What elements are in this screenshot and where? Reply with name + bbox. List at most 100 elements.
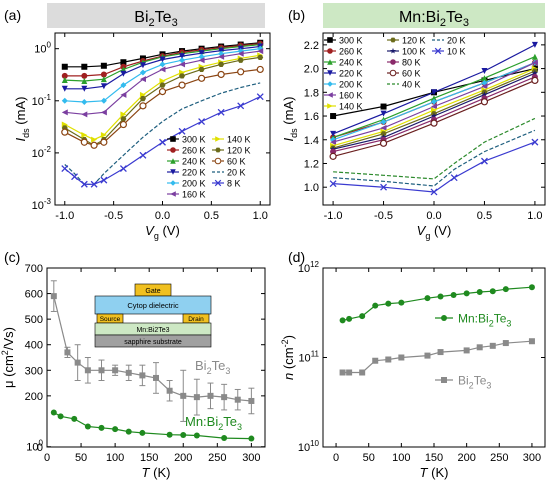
data-point: [178, 81, 186, 89]
x-axis-label: T (K): [142, 465, 171, 480]
legend-label: 120 K: [227, 146, 251, 156]
y-axis-label: Ids (mA): [13, 97, 31, 142]
data-point: [380, 118, 387, 125]
data-point: [197, 74, 206, 82]
legend-marker: [170, 158, 176, 164]
legend-marker: [390, 59, 396, 65]
legend-label: 140 K: [227, 135, 251, 145]
x-tick-label: 200: [174, 452, 192, 464]
x-tick-label: 100: [392, 452, 410, 464]
data-point: [120, 91, 127, 98]
legend-label: 40 K: [402, 80, 421, 90]
y-tick-label: 1.0: [304, 182, 319, 194]
legend-marker: [327, 81, 333, 87]
x-tick-label: 250: [490, 452, 508, 464]
data-point: [385, 356, 392, 363]
data-point: [346, 315, 353, 322]
legend-marker: [327, 37, 333, 43]
data-point: [237, 50, 244, 57]
series-line: [53, 295, 252, 402]
data-point: [80, 138, 88, 146]
data-point: [218, 53, 225, 60]
y-tick-label: 10-1: [32, 93, 52, 108]
data-point: [481, 75, 488, 82]
data-point: [179, 53, 186, 60]
data-point: [64, 349, 71, 356]
data-point: [398, 299, 405, 306]
data-point: [159, 66, 166, 73]
legend-label: 60 K: [402, 69, 421, 79]
data-point: [385, 300, 392, 307]
data-point: [248, 435, 255, 442]
legend-label: 300 K: [339, 36, 363, 46]
data-point: [218, 61, 225, 67]
x-axis-label: Vg (V): [417, 223, 452, 241]
legend-marker: [327, 70, 333, 76]
x-axis-label: T (K): [420, 465, 449, 480]
data-point: [81, 63, 88, 70]
data-point: [61, 97, 68, 104]
data-point: [372, 302, 379, 309]
data-point: [100, 76, 107, 83]
legend-marker: [170, 169, 176, 175]
legend-label: 240 K: [339, 58, 363, 68]
series-label-mnbi2te3: Mn:Bi2Te3: [185, 414, 242, 432]
data-point: [178, 127, 186, 135]
y-tick-label: 0: [37, 442, 43, 454]
data-point: [91, 136, 98, 143]
legend-marker: [327, 103, 333, 109]
legend-label: 100 K: [402, 47, 426, 57]
data-point: [531, 70, 539, 77]
legend-label: 260 K: [339, 47, 363, 57]
panel-d-label: (d): [288, 249, 305, 265]
data-point: [112, 367, 119, 374]
data-point: [61, 85, 68, 92]
data-point: [125, 428, 132, 435]
data-point: [256, 93, 264, 101]
data-point: [217, 108, 225, 116]
data-point: [159, 61, 166, 68]
data-point: [198, 50, 205, 57]
data-point: [481, 91, 488, 98]
data-point: [431, 89, 437, 96]
data-point: [380, 131, 387, 137]
data-point: [120, 59, 127, 66]
data-point: [424, 295, 431, 302]
data-point: [179, 57, 186, 64]
data-point: [380, 124, 387, 131]
panel-b-header: Mn:Bi2Te3: [399, 9, 469, 29]
data-point: [57, 413, 64, 420]
data-point: [74, 359, 81, 366]
data-point: [100, 71, 107, 78]
legend-label: 240 K: [182, 157, 206, 167]
data-point: [217, 70, 225, 79]
inset-substrate: [94, 334, 212, 348]
y-tick-label: 1.2: [304, 158, 319, 170]
data-point: [198, 66, 205, 73]
legend-label: 8 K: [227, 179, 241, 189]
x-tick-label: 250: [208, 452, 226, 464]
legend-label: 160 K: [339, 91, 363, 101]
inset-drain-label: Drain: [188, 316, 204, 323]
data-point: [346, 369, 353, 376]
data-point: [463, 347, 470, 354]
panel-a-header: Bi2Te3: [134, 9, 177, 29]
data-point: [480, 98, 489, 106]
data-point: [431, 98, 437, 105]
data-point: [81, 72, 88, 79]
data-point: [120, 82, 127, 89]
legend-label: 120 K: [402, 36, 426, 46]
data-point: [100, 138, 108, 146]
legend-label: 140 K: [339, 102, 363, 112]
y-tick-label: 1010: [298, 439, 320, 454]
x-tick-label: -0.5: [104, 210, 123, 222]
data-point: [100, 132, 107, 139]
legend-label: 20 K: [227, 168, 246, 178]
x-tick-label: -0.5: [374, 210, 393, 222]
y-tick-label: 100: [34, 41, 51, 56]
plot-frame: [46, 267, 266, 448]
data-point: [84, 367, 91, 374]
data-point: [430, 188, 438, 196]
data-point: [380, 103, 387, 110]
